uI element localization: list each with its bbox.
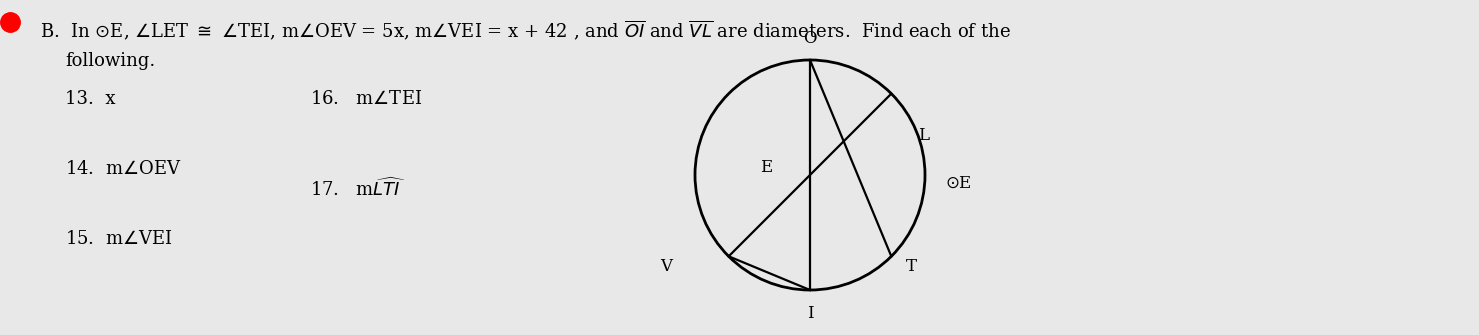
Text: $\odot$E: $\odot$E bbox=[945, 175, 972, 192]
Text: 13.  x: 13. x bbox=[65, 90, 115, 108]
Text: E: E bbox=[760, 159, 772, 177]
Text: O: O bbox=[803, 30, 816, 47]
Text: V: V bbox=[660, 258, 671, 275]
Text: T: T bbox=[907, 258, 917, 275]
Text: following.: following. bbox=[65, 52, 155, 70]
Text: 14.  m$\angle$OEV: 14. m$\angle$OEV bbox=[65, 160, 182, 178]
Text: 17.   m$\widehat{LTI}$: 17. m$\widehat{LTI}$ bbox=[311, 178, 405, 200]
Text: 16.   m$\angle$TEI: 16. m$\angle$TEI bbox=[311, 90, 422, 108]
Text: 15.  m$\angle$VEI: 15. m$\angle$VEI bbox=[65, 230, 173, 248]
Text: I: I bbox=[806, 305, 813, 322]
Text: L: L bbox=[918, 127, 929, 143]
Text: B.  In $\odot$E, $\angle$LET $\cong$ $\angle$TEI, m$\angle$OEV = 5x, m$\angle$VE: B. In $\odot$E, $\angle$LET $\cong$ $\an… bbox=[40, 18, 1010, 42]
